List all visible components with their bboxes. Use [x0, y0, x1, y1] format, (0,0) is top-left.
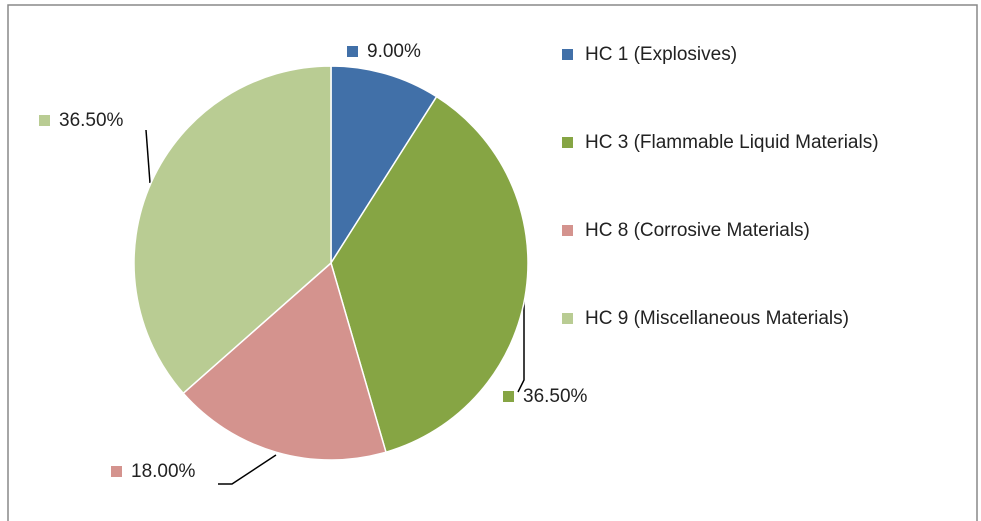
- label-marker: [503, 391, 514, 402]
- leader-lines: [145, 129, 525, 485]
- data-label: 18.00%: [131, 461, 196, 482]
- legend-marker: [562, 225, 573, 236]
- legend-label: HC 8 (Corrosive Materials): [585, 220, 810, 241]
- data-label: 9.00%: [367, 41, 421, 62]
- legend-label: HC 3 (Flammable Liquid Materials): [585, 132, 879, 153]
- leader-line: [145, 129, 151, 184]
- pie-slice: [330, 65, 438, 266]
- legend-label: HC 1 (Explosives): [585, 44, 737, 65]
- label-marker: [111, 466, 122, 477]
- legend-label: HC 9 (Miscellaneous Materials): [585, 308, 849, 329]
- label-marker: [347, 46, 358, 57]
- leader-line: [517, 290, 525, 393]
- pie-slice: [133, 65, 332, 395]
- label-marker: [39, 115, 50, 126]
- data-label: 36.50%: [59, 110, 124, 131]
- legend-marker: [562, 313, 573, 324]
- pie-slice: [330, 95, 529, 454]
- pie-slice: [182, 261, 387, 461]
- legend-marker: [562, 137, 573, 148]
- legend-marker: [562, 49, 573, 60]
- data-label: 36.50%: [523, 386, 588, 407]
- leader-line: [218, 454, 277, 485]
